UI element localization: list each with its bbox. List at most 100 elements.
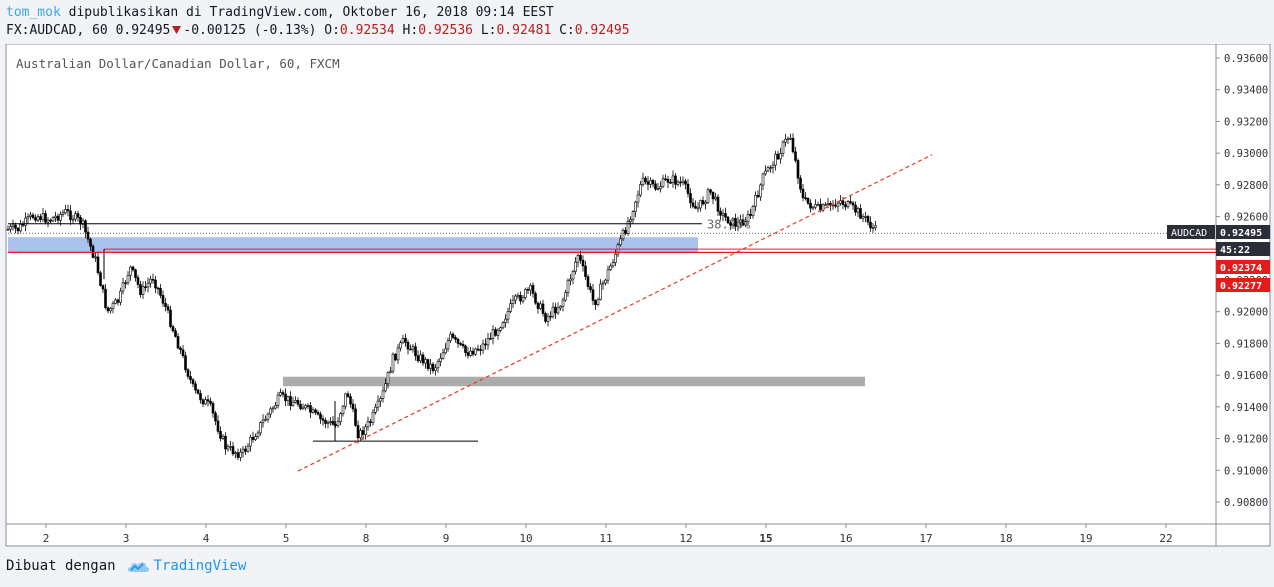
candle-body — [526, 289, 530, 291]
candle-body — [19, 224, 22, 232]
candle-body — [314, 409, 317, 413]
candle-body — [309, 405, 312, 413]
candle-body — [826, 202, 830, 205]
candle-body — [804, 197, 807, 200]
candle-body — [374, 406, 377, 413]
candle-body — [574, 261, 577, 272]
candle-body — [496, 330, 500, 336]
candle-body — [126, 275, 130, 284]
candle-body — [286, 396, 290, 402]
candle-body — [79, 216, 82, 225]
candle-body — [206, 399, 210, 402]
candle-body — [764, 170, 767, 175]
candle-body — [516, 294, 520, 297]
y-tick-label: 0.90800 — [1224, 497, 1268, 509]
candle-body — [666, 179, 670, 183]
candle-body — [716, 196, 720, 212]
candle-body — [394, 353, 397, 361]
candle-body — [579, 254, 582, 261]
candle-body — [871, 227, 875, 229]
candle-body — [559, 305, 562, 309]
price-chart[interactable]: Australian Dollar/Canadian Dollar, 60, F… — [0, 44, 1274, 552]
candle-body — [636, 194, 640, 203]
candle-body — [129, 266, 132, 276]
plot-area[interactable] — [5, 44, 1217, 525]
candle-body — [799, 177, 802, 190]
symbol-label-text: AUDCAD — [1171, 228, 1207, 239]
candle-body — [786, 138, 790, 141]
candle-body — [494, 329, 497, 336]
candle-body — [486, 338, 490, 346]
candle-body — [436, 361, 440, 369]
candle-body — [789, 137, 792, 140]
candle-body — [236, 452, 240, 458]
x-tick-label: 9 — [443, 532, 450, 545]
candle-body — [264, 418, 267, 421]
high-label: H: — [402, 23, 419, 38]
y-tick-label: 0.92600 — [1224, 212, 1268, 224]
candle-body — [306, 405, 310, 407]
candle-body — [634, 201, 637, 213]
tradingview-brand[interactable]: TradingView — [153, 558, 247, 574]
candle-body — [289, 396, 292, 406]
candle-body — [631, 211, 635, 220]
candle-body — [81, 220, 85, 225]
candle-body — [874, 225, 877, 228]
symbol-label-box — [1167, 225, 1215, 239]
open-value: 0.92534 — [339, 23, 395, 38]
candle-body — [416, 355, 420, 362]
candle-body — [281, 392, 285, 395]
candle-body — [399, 342, 402, 349]
x-tick-label: 2 — [43, 532, 50, 545]
candle-body — [466, 352, 470, 356]
candle-body — [619, 238, 622, 246]
candle-body — [519, 294, 522, 302]
candle-body — [259, 422, 262, 434]
candle-body — [739, 219, 742, 223]
candle-body — [701, 200, 705, 205]
made-with-text: Dibuat dengan — [6, 558, 116, 574]
candle-body — [731, 218, 735, 226]
candle-body — [366, 421, 370, 428]
candle-body — [346, 393, 350, 397]
candle-body — [659, 186, 662, 189]
candle-body — [109, 308, 112, 312]
candle-body — [446, 340, 450, 350]
candle-body — [121, 282, 125, 292]
candle-body — [199, 392, 202, 401]
x-tick-label: 19 — [1079, 532, 1092, 545]
candle-body — [781, 141, 785, 154]
candle-body — [239, 451, 242, 458]
candle-body — [359, 430, 362, 439]
candle-body — [654, 183, 657, 190]
candle-body — [36, 216, 40, 221]
candle-body — [814, 204, 817, 208]
candle-body — [269, 408, 272, 415]
candle-body — [356, 425, 360, 439]
candle-body — [564, 292, 567, 301]
candle-body — [161, 295, 165, 304]
candle-body — [426, 359, 430, 369]
candle-body — [226, 446, 230, 450]
candle-body — [669, 182, 672, 184]
low-value: 0.92481 — [496, 23, 552, 38]
candle-body — [329, 421, 332, 423]
symbol-info: FX:AUDCAD, 60 0.92495 -0.00125 (-0.13%) O… — [6, 23, 630, 38]
close-value: 0.92495 — [574, 23, 630, 38]
author-link[interactable]: tom_mok — [6, 5, 61, 20]
candle-body — [856, 208, 860, 213]
candle-body — [411, 346, 415, 350]
candle-body — [581, 259, 585, 267]
candle-body — [64, 209, 67, 214]
candle-body — [704, 201, 707, 205]
candle-body — [721, 213, 725, 216]
candle-body — [209, 400, 212, 404]
candle-body — [861, 216, 865, 219]
candle-body — [91, 245, 95, 258]
candle-body — [149, 278, 152, 284]
candle-body — [661, 178, 665, 187]
candle-body — [454, 337, 457, 340]
candle-body — [684, 180, 687, 185]
candle-body — [61, 212, 65, 215]
candle-body — [774, 153, 777, 166]
